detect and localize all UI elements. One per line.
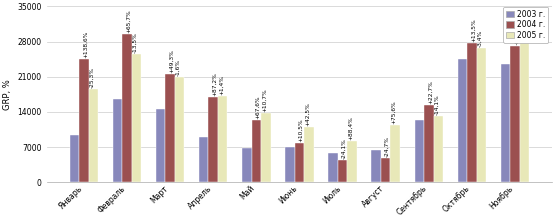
Text: -1,6%: -1,6% xyxy=(175,59,180,76)
Bar xyxy=(69,135,79,182)
Bar xyxy=(304,127,314,182)
Text: -3,4%: -3,4% xyxy=(477,29,482,47)
Legend: 2003 г., 2004 г., 2005 г.: 2003 г., 2004 г., 2005 г. xyxy=(503,7,548,43)
Bar xyxy=(242,148,251,182)
Bar xyxy=(467,42,477,182)
Text: -14,1%: -14,1% xyxy=(435,94,440,115)
Bar xyxy=(209,97,218,182)
Bar xyxy=(510,46,519,182)
Text: +87,2%: +87,2% xyxy=(212,72,217,96)
Text: +88,4%: +88,4% xyxy=(348,116,353,140)
Bar xyxy=(261,113,270,182)
Bar xyxy=(165,74,175,182)
Bar xyxy=(175,77,184,182)
Bar xyxy=(347,141,357,182)
Bar xyxy=(218,96,228,182)
Bar xyxy=(295,143,304,182)
Bar xyxy=(79,59,89,182)
Bar xyxy=(415,119,424,182)
Text: +10,5%: +10,5% xyxy=(299,118,304,142)
Bar xyxy=(433,116,443,182)
Bar xyxy=(89,89,98,182)
Bar xyxy=(477,48,486,182)
Bar xyxy=(156,109,165,182)
Text: +138,6%: +138,6% xyxy=(83,31,88,58)
Bar xyxy=(381,158,390,182)
Bar xyxy=(519,37,529,182)
Text: +1,4%: +1,4% xyxy=(219,75,224,95)
Bar xyxy=(329,153,338,182)
Text: -13,5%: -13,5% xyxy=(133,32,138,53)
Text: +49,3%: +49,3% xyxy=(169,49,174,73)
Text: -24,7%: -24,7% xyxy=(385,136,390,157)
Bar xyxy=(501,64,510,182)
Bar xyxy=(371,150,381,182)
Text: +13,5%: +13,5% xyxy=(471,18,476,42)
Y-axis label: GRP, %: GRP, % xyxy=(3,79,12,110)
Text: -25,3%: -25,3% xyxy=(89,67,94,88)
Text: +6,3%: +6,3% xyxy=(521,15,526,35)
Bar xyxy=(338,160,347,182)
Bar xyxy=(285,147,295,182)
Bar xyxy=(113,99,122,182)
Text: +22,7%: +22,7% xyxy=(428,81,433,104)
Text: +42,5%: +42,5% xyxy=(305,102,310,126)
Bar xyxy=(122,34,132,182)
Bar xyxy=(251,119,261,182)
Bar xyxy=(424,105,433,182)
Text: +65,7%: +65,7% xyxy=(126,9,131,33)
Bar xyxy=(132,54,141,182)
Text: +67,6%: +67,6% xyxy=(255,95,260,119)
Bar xyxy=(458,59,467,182)
Bar xyxy=(199,137,209,182)
Text: +10,7%: +10,7% xyxy=(262,88,267,112)
Text: -24,1%: -24,1% xyxy=(341,138,346,159)
Bar xyxy=(390,125,400,182)
Text: +16,0%: +16,0% xyxy=(514,21,519,44)
Text: +75,6%: +75,6% xyxy=(391,100,396,124)
